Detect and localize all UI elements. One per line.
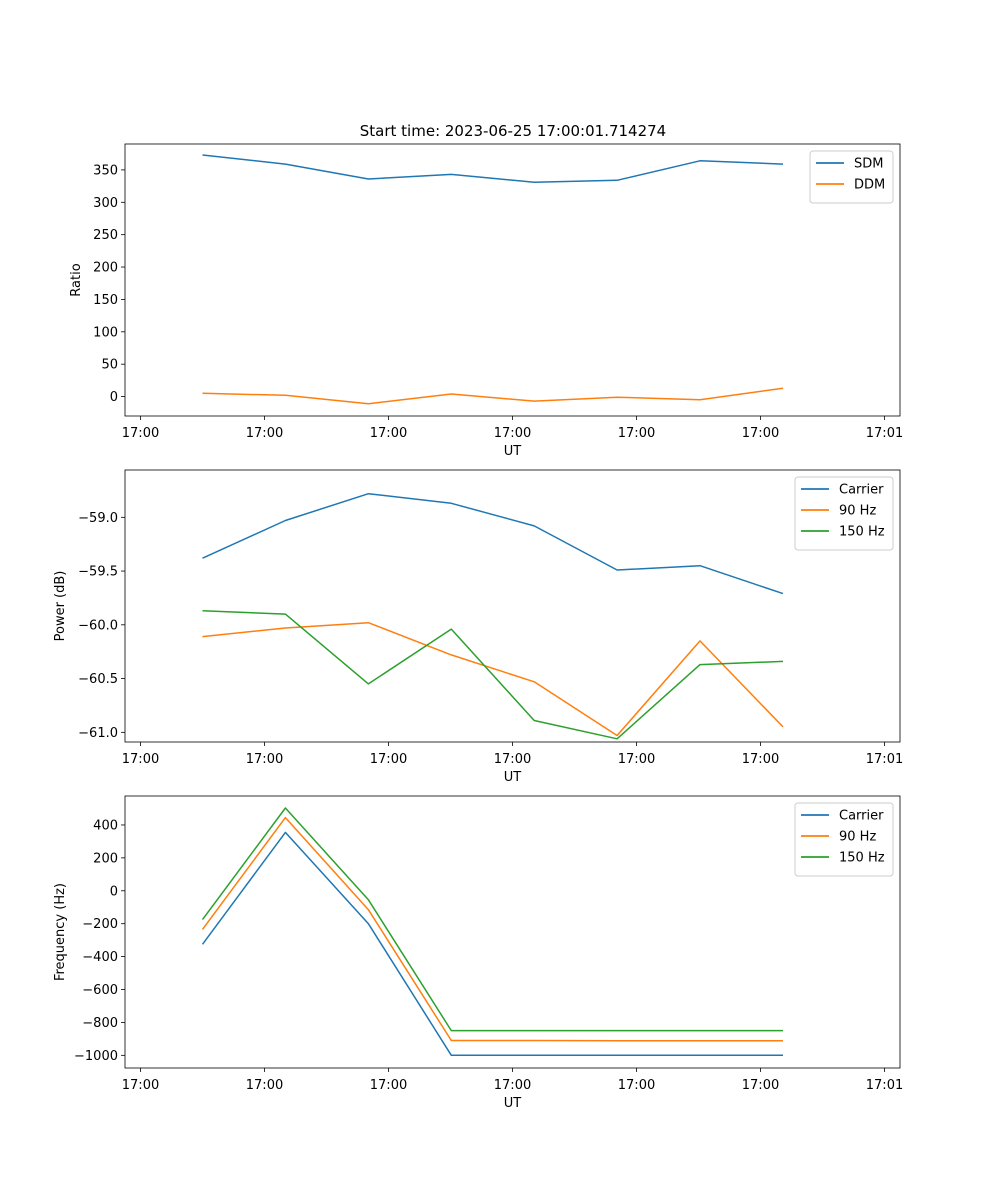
x-tick-label: 17:00 (494, 1078, 531, 1093)
plot-frame (124, 469, 901, 743)
x-tick-label: 17:00 (742, 426, 779, 441)
y-tick-label: 300 (93, 196, 118, 211)
x-tick-label: 17:01 (866, 426, 903, 441)
legend-box (809, 150, 894, 204)
x-tick-label: 17:00 (494, 752, 531, 767)
x-tick-label: 17:00 (246, 426, 283, 441)
x-tick-label: 17:00 (370, 1078, 407, 1093)
y-tick-label: −59.5 (78, 565, 118, 580)
y-tick-label: 350 (93, 163, 118, 178)
legend-label: 150 Hz (839, 851, 885, 866)
legend-label: Carrier (839, 809, 884, 824)
y-axis-label: Power (dB) (53, 571, 68, 642)
y-axis-label: Ratio (69, 263, 84, 296)
x-tick-label: 17:00 (122, 426, 159, 441)
y-tick-label: 0 (110, 390, 118, 405)
plot-frame (124, 795, 901, 1069)
y-tick-label: 400 (93, 818, 118, 833)
x-tick-label: 17:00 (370, 426, 407, 441)
chart-panel-3: 17:00 17:00 17:00 17:00 17:00 17:00 17:01 400 20… (53, 795, 903, 1111)
legend: SDM DDM (809, 150, 894, 204)
x-tick-label: 17:00 (618, 426, 655, 441)
y-tick-label: −60.0 (78, 618, 118, 633)
plot-frame (124, 143, 901, 417)
y-tick-label: −400 (82, 950, 118, 965)
x-tick-label: 17:00 (618, 1078, 655, 1093)
y-tick-label: 0 (110, 884, 118, 899)
legend: Carrier 90 Hz 150 Hz (794, 802, 894, 877)
y-tick-label: 50 (101, 358, 118, 373)
chart-panel-1: 17:00 17:00 17:00 17:00 17:00 17:00 17:01 0 50 10… (69, 143, 903, 459)
legend-label: SDM (854, 157, 883, 172)
legend-label: 90 Hz (839, 504, 876, 519)
figure-title: Start time: 2023-06-25 17:00:01.714274 (360, 122, 666, 140)
chart-panel-2: 17:00 17:00 17:00 17:00 17:00 17:00 17:01 −59.0… (53, 469, 903, 785)
legend-label: 90 Hz (839, 830, 876, 845)
y-tick-label: 250 (93, 228, 118, 243)
y-tick-label: −600 (82, 983, 118, 998)
y-tick-label: −60.5 (78, 672, 118, 687)
x-axis-label: UT (504, 1096, 522, 1111)
x-tick-label: 17:01 (866, 1078, 903, 1093)
x-tick-label: 17:00 (494, 426, 531, 441)
y-axis-label: Frequency (Hz) (53, 883, 68, 981)
series-line-carrier (201, 831, 783, 1057)
x-tick-label: 17:01 (866, 752, 903, 767)
x-tick-label: 17:00 (742, 1078, 779, 1093)
x-tick-label: 17:00 (370, 752, 407, 767)
y-tick-label: −1000 (74, 1049, 118, 1064)
y-tick-label: −61.0 (78, 726, 118, 741)
series-line-carrier (202, 492, 784, 595)
series-line-90-hz (202, 621, 784, 737)
x-tick-label: 17:00 (122, 1078, 159, 1093)
y-tick-label: 100 (93, 325, 118, 340)
y-tick-label: 150 (93, 293, 118, 308)
x-tick-label: 17:00 (246, 752, 283, 767)
y-tick-label: −200 (82, 917, 118, 932)
legend: Carrier 90 Hz 150 Hz (794, 476, 894, 551)
x-axis-label: UT (504, 444, 522, 459)
y-tick-label: −59.0 (78, 511, 118, 526)
series-line-ddm (202, 387, 784, 405)
legend-label: Carrier (839, 483, 884, 498)
x-tick-label: 17:00 (246, 1078, 283, 1093)
y-tick-label: −800 (82, 1016, 118, 1031)
x-tick-label: 17:00 (122, 752, 159, 767)
series-line-90-hz (201, 816, 783, 1042)
y-tick-label: 200 (93, 261, 118, 276)
legend-label: 150 Hz (839, 525, 885, 540)
series-line-150-hz (201, 807, 783, 1032)
x-tick-label: 17:00 (742, 752, 779, 767)
legend-label: DDM (854, 178, 885, 193)
x-tick-label: 17:00 (618, 752, 655, 767)
series-line-sdm (202, 154, 784, 183)
series-line-150-hz (202, 610, 784, 740)
y-tick-label: 200 (93, 851, 118, 866)
x-axis-label: UT (504, 770, 522, 785)
